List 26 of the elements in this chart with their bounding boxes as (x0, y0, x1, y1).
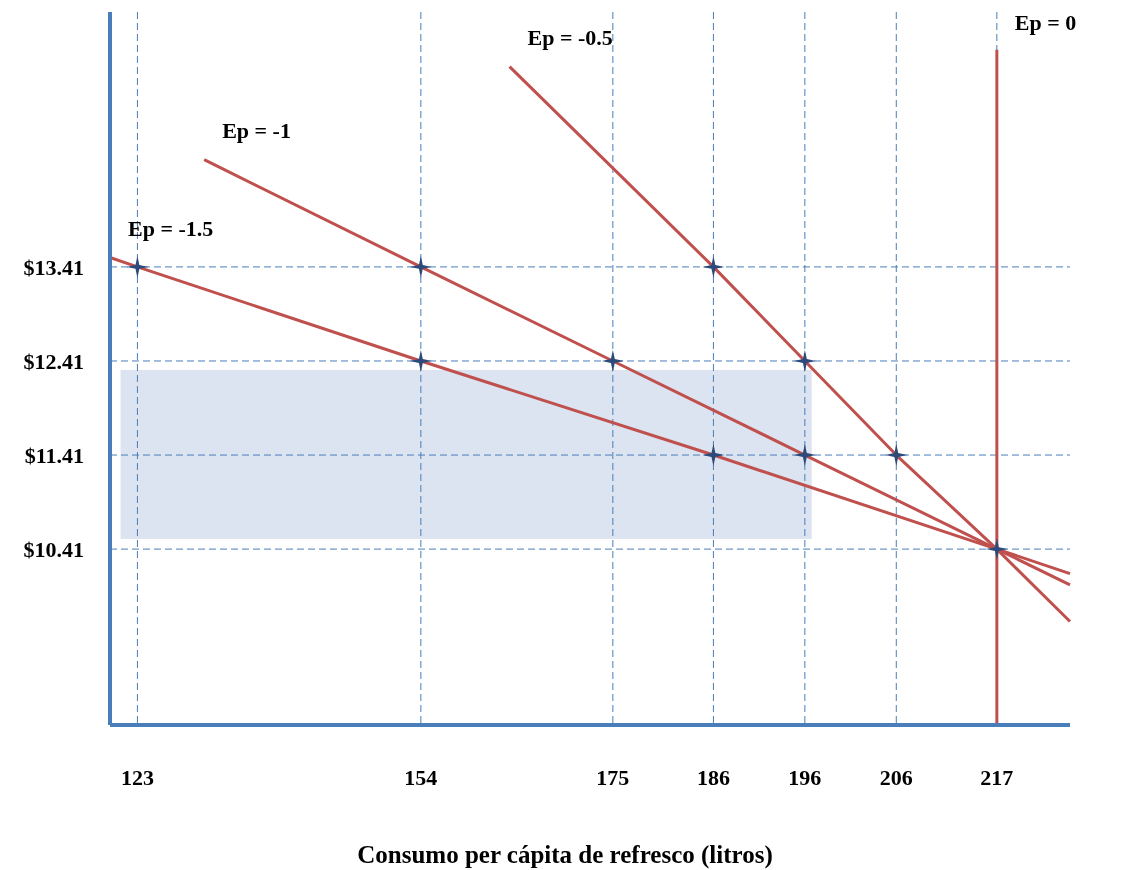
x-tick-label: 154 (404, 765, 438, 790)
x-tick-label: 196 (788, 765, 822, 790)
point (601, 349, 624, 372)
series-label: Ep = -1.5 (128, 215, 214, 241)
y-tick-label: $13.41 (23, 254, 84, 280)
x-tick-label: 186 (696, 765, 730, 790)
x-tick-label: 175 (596, 765, 630, 790)
point (126, 255, 149, 278)
x-axis-title: Consumo per cápita de refresco (litros) (357, 841, 773, 869)
series-label: Ep = -0.5 (527, 24, 613, 50)
point (793, 444, 816, 467)
x-tick-label: 123 (120, 765, 154, 790)
point (793, 349, 816, 372)
point (702, 255, 725, 278)
y-tick-label: $10.41 (23, 536, 84, 562)
y-tick-label: $12.41 (23, 348, 84, 374)
x-tick-label: 206 (879, 765, 913, 790)
series-label: Ep = -1 (222, 117, 291, 143)
x-tick-label: 217 (980, 765, 1014, 790)
point (409, 349, 432, 372)
y-tick-label: $11.41 (24, 442, 84, 468)
point (409, 255, 432, 278)
point (985, 538, 1008, 561)
point (885, 444, 908, 467)
series-label: Ep = 0 (1014, 10, 1077, 35)
point (702, 444, 725, 467)
